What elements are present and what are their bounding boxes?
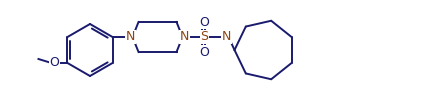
Text: O: O — [49, 57, 59, 69]
Text: N: N — [180, 30, 189, 43]
Text: O: O — [200, 46, 210, 59]
Text: S: S — [200, 30, 209, 43]
Text: N: N — [222, 30, 231, 43]
Text: O: O — [200, 16, 210, 29]
Text: N: N — [126, 30, 135, 43]
